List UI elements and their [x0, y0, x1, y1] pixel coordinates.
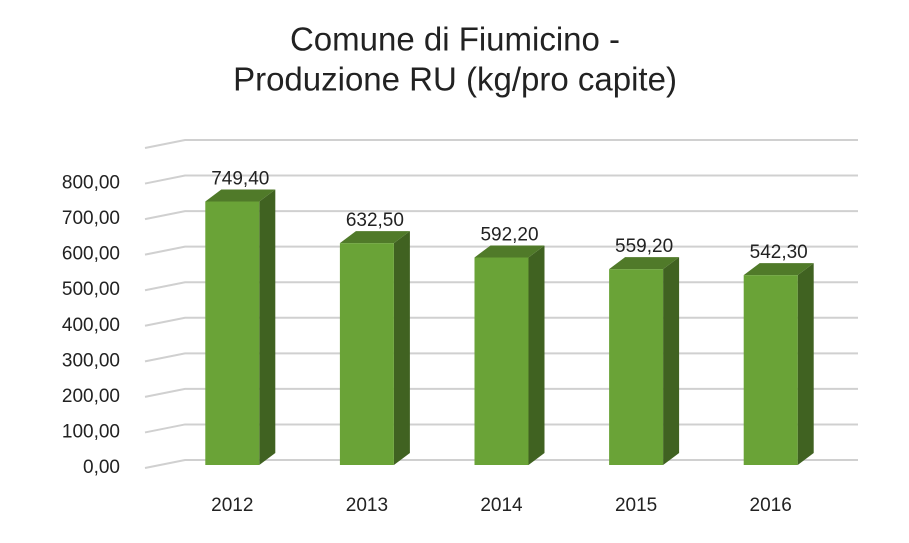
- value-label: 542,30: [750, 242, 808, 263]
- bar-front: [205, 201, 260, 465]
- bar-top: [609, 257, 680, 270]
- y-tick-label: 500,00: [62, 279, 120, 300]
- x-tick-label: 2015: [615, 495, 657, 516]
- y-tick-label: 0,00: [83, 457, 120, 478]
- bar-front: [474, 257, 529, 465]
- x-tick-label: 2012: [211, 495, 253, 516]
- bar-side: [528, 245, 545, 465]
- x-tick-label: 2016: [750, 495, 792, 516]
- grid-line: [144, 245, 858, 256]
- bar-top: [339, 231, 410, 244]
- bar-side: [393, 231, 410, 465]
- bar-top: [474, 245, 545, 258]
- chart-title-line: Comune di Fiumicino -: [290, 21, 620, 58]
- bar: [474, 245, 545, 465]
- x-tick-label: 2014: [480, 495, 523, 516]
- bar: [205, 189, 276, 465]
- bar-front: [743, 275, 798, 465]
- y-tick-label: 300,00: [62, 350, 120, 371]
- x-tick-label: 2013: [346, 495, 388, 516]
- y-tick-label: 100,00: [62, 421, 120, 442]
- y-tick-label: 400,00: [62, 315, 120, 336]
- bar: [339, 231, 410, 465]
- bar: [609, 257, 680, 465]
- grid-line: [144, 174, 858, 185]
- y-tick-label: 700,00: [62, 208, 120, 229]
- chart-title-line: Produzione RU (kg/pro capite): [233, 61, 677, 98]
- value-label: 749,40: [211, 169, 269, 190]
- grid-boundary: [144, 139, 858, 149]
- bar-front: [609, 269, 664, 465]
- y-tick-label: 200,00: [62, 386, 120, 407]
- bar-side: [663, 257, 680, 465]
- bar-side: [797, 263, 814, 465]
- y-tick-label: 800,00: [62, 173, 120, 194]
- y-tick-label: 600,00: [62, 244, 120, 265]
- bar: [743, 263, 814, 465]
- bar-front: [339, 243, 394, 465]
- bar-top: [743, 263, 814, 276]
- bar-side: [259, 189, 276, 465]
- bar-top: [205, 189, 276, 202]
- value-label: 632,50: [346, 210, 404, 231]
- grid-line: [144, 210, 858, 221]
- value-label: 592,20: [480, 224, 538, 245]
- value-label: 559,20: [615, 236, 673, 257]
